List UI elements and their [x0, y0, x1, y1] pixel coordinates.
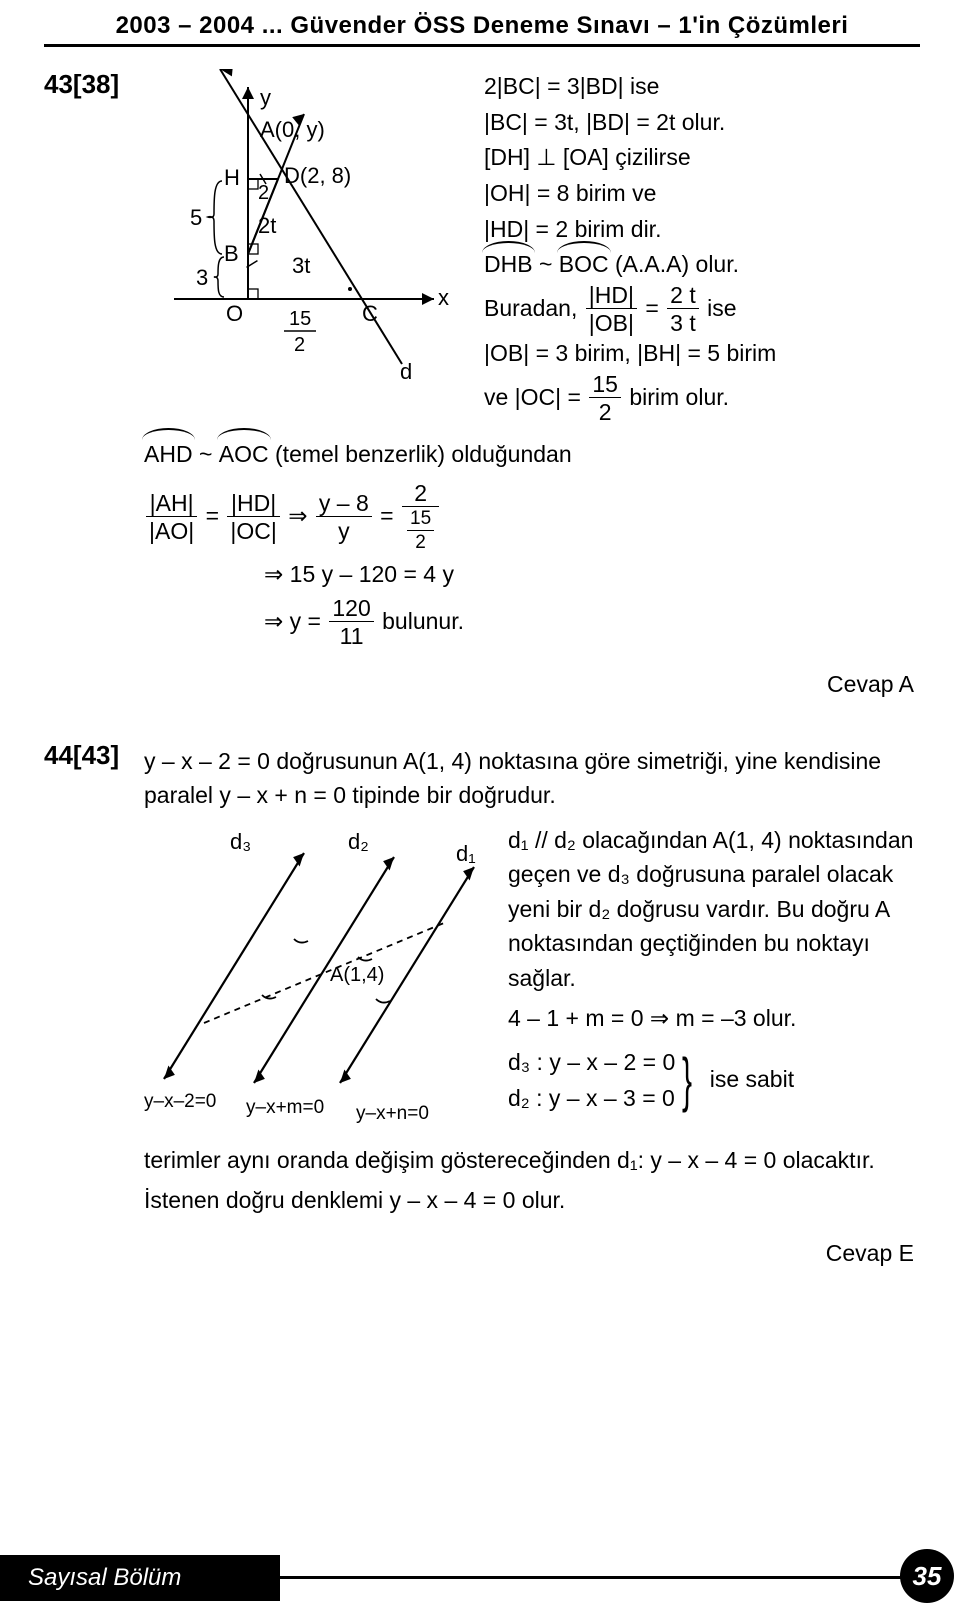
line: AHD ~ AOC (temel benzerlik) olduğundan — [144, 434, 920, 475]
solution-text-2: d₁ // d₂ olacağından A(1, 4) noktasından… — [508, 823, 920, 1118]
question-44: 44[43] y – x – 2 = 0 doğrusunun A(1, 4) … — [44, 740, 920, 1271]
svg-text:d₃: d₃ — [230, 829, 251, 854]
answer-a: Cevap A — [144, 667, 914, 702]
lines-diagram: d₃ d₂ d₁ A(1,4) y–x–2=0 y–x+m=0 y–x+n=0 — [144, 823, 484, 1133]
line: d₁ // d₂ olacağından A(1, 4) noktasından… — [508, 823, 920, 996]
line: 2|BC| = 3|BD| ise — [484, 69, 920, 105]
arc-dhb: DHB — [484, 247, 533, 283]
line: terimler aynı oranda değişim göstereceği… — [144, 1143, 920, 1178]
svg-text:B: B — [224, 241, 239, 266]
line: ⇒ 15 y – 120 = 4 y — [144, 554, 920, 595]
answer-e: Cevap E — [144, 1236, 914, 1271]
line: |AH||AO| = |HD||OC| ⇒ y – 8y = 2152 — [144, 481, 920, 554]
svg-text:d: d — [400, 359, 412, 384]
line: [DH] ⊥ [OA] çizilirse — [484, 140, 920, 176]
svg-text:3t: 3t — [292, 253, 310, 278]
line: ve |OC| = 152 birim olur. — [484, 372, 920, 426]
line: DHB ~ BOC (A.A.A) olur. — [484, 247, 920, 283]
svg-text:d₂: d₂ — [348, 829, 369, 854]
svg-text:y: y — [260, 85, 271, 110]
footer-section-label: Sayısal Bölüm — [0, 1555, 280, 1601]
page-header: 2003 – 2004 ... Güvender ÖSS Deneme Sına… — [44, 12, 920, 47]
line: |HD| = 2 birim dir. — [484, 212, 920, 248]
line: |OH| = 8 birim ve — [484, 176, 920, 212]
derivation-block: AHD ~ AOC (temel benzerlik) olduğundan |… — [144, 434, 920, 649]
line: d₃ : y – x – 2 = 0 d₂ : y – x – 3 = 0 } … — [508, 1044, 920, 1118]
svg-text:3: 3 — [196, 265, 208, 290]
line: ⇒ y = 12011 bulunur. — [144, 596, 920, 650]
question-number: 44[43] — [44, 740, 144, 771]
svg-text:O: O — [226, 301, 243, 326]
page-footer: Sayısal Bölüm 35 — [0, 1553, 960, 1601]
svg-text:y–x+n=0: y–x+n=0 — [356, 1103, 429, 1124]
svg-text:2: 2 — [294, 334, 305, 356]
arc-aoc: AOC — [219, 434, 269, 475]
line: |BC| = 3t, |BD| = 2t olur. — [484, 105, 920, 141]
question-43: 43[38] — [44, 69, 920, 702]
svg-text:y–x+m=0: y–x+m=0 — [246, 1097, 324, 1118]
svg-text:2: 2 — [258, 182, 269, 204]
geometry-diagram-1: y x A(0, y) H D(2, 8) 2 5 2t B 3 O 3t C … — [144, 69, 454, 399]
svg-text:5: 5 — [190, 205, 202, 230]
svg-text:x: x — [438, 285, 449, 310]
svg-text:15: 15 — [289, 308, 311, 330]
solution-text-1: 2|BC| = 3|BD| ise |BC| = 3t, |BD| = 2t o… — [484, 69, 920, 426]
svg-text:d₁: d₁ — [456, 841, 476, 866]
line: |OB| = 3 birim, |BH| = 5 birim — [484, 336, 920, 372]
line: 4 – 1 + m = 0 ⇒ m = –3 olur. — [508, 1001, 920, 1036]
svg-text:2t: 2t — [258, 213, 276, 238]
line: Buradan, |HD||OB| = 2 t3 t ise — [484, 283, 920, 337]
svg-text:D(2, 8): D(2, 8) — [284, 163, 351, 188]
arc-boc: BOC — [559, 247, 609, 283]
svg-text:C: C — [362, 301, 378, 326]
svg-text:A(1,4): A(1,4) — [330, 964, 384, 986]
line: İstenen doğru denklemi y – x – 4 = 0 olu… — [144, 1183, 920, 1218]
question-number: 43[38] — [44, 69, 144, 100]
svg-text:A(0, y): A(0, y) — [260, 117, 325, 142]
footer-page-number: 35 — [900, 1549, 954, 1603]
footer-rule — [280, 1576, 902, 1579]
svg-text:y–x–2=0: y–x–2=0 — [144, 1091, 216, 1112]
svg-text:H: H — [224, 165, 240, 190]
arc-ahd: AHD — [144, 434, 193, 475]
question-intro: y – x – 2 = 0 doğrusunun A(1, 4) noktası… — [144, 744, 920, 813]
